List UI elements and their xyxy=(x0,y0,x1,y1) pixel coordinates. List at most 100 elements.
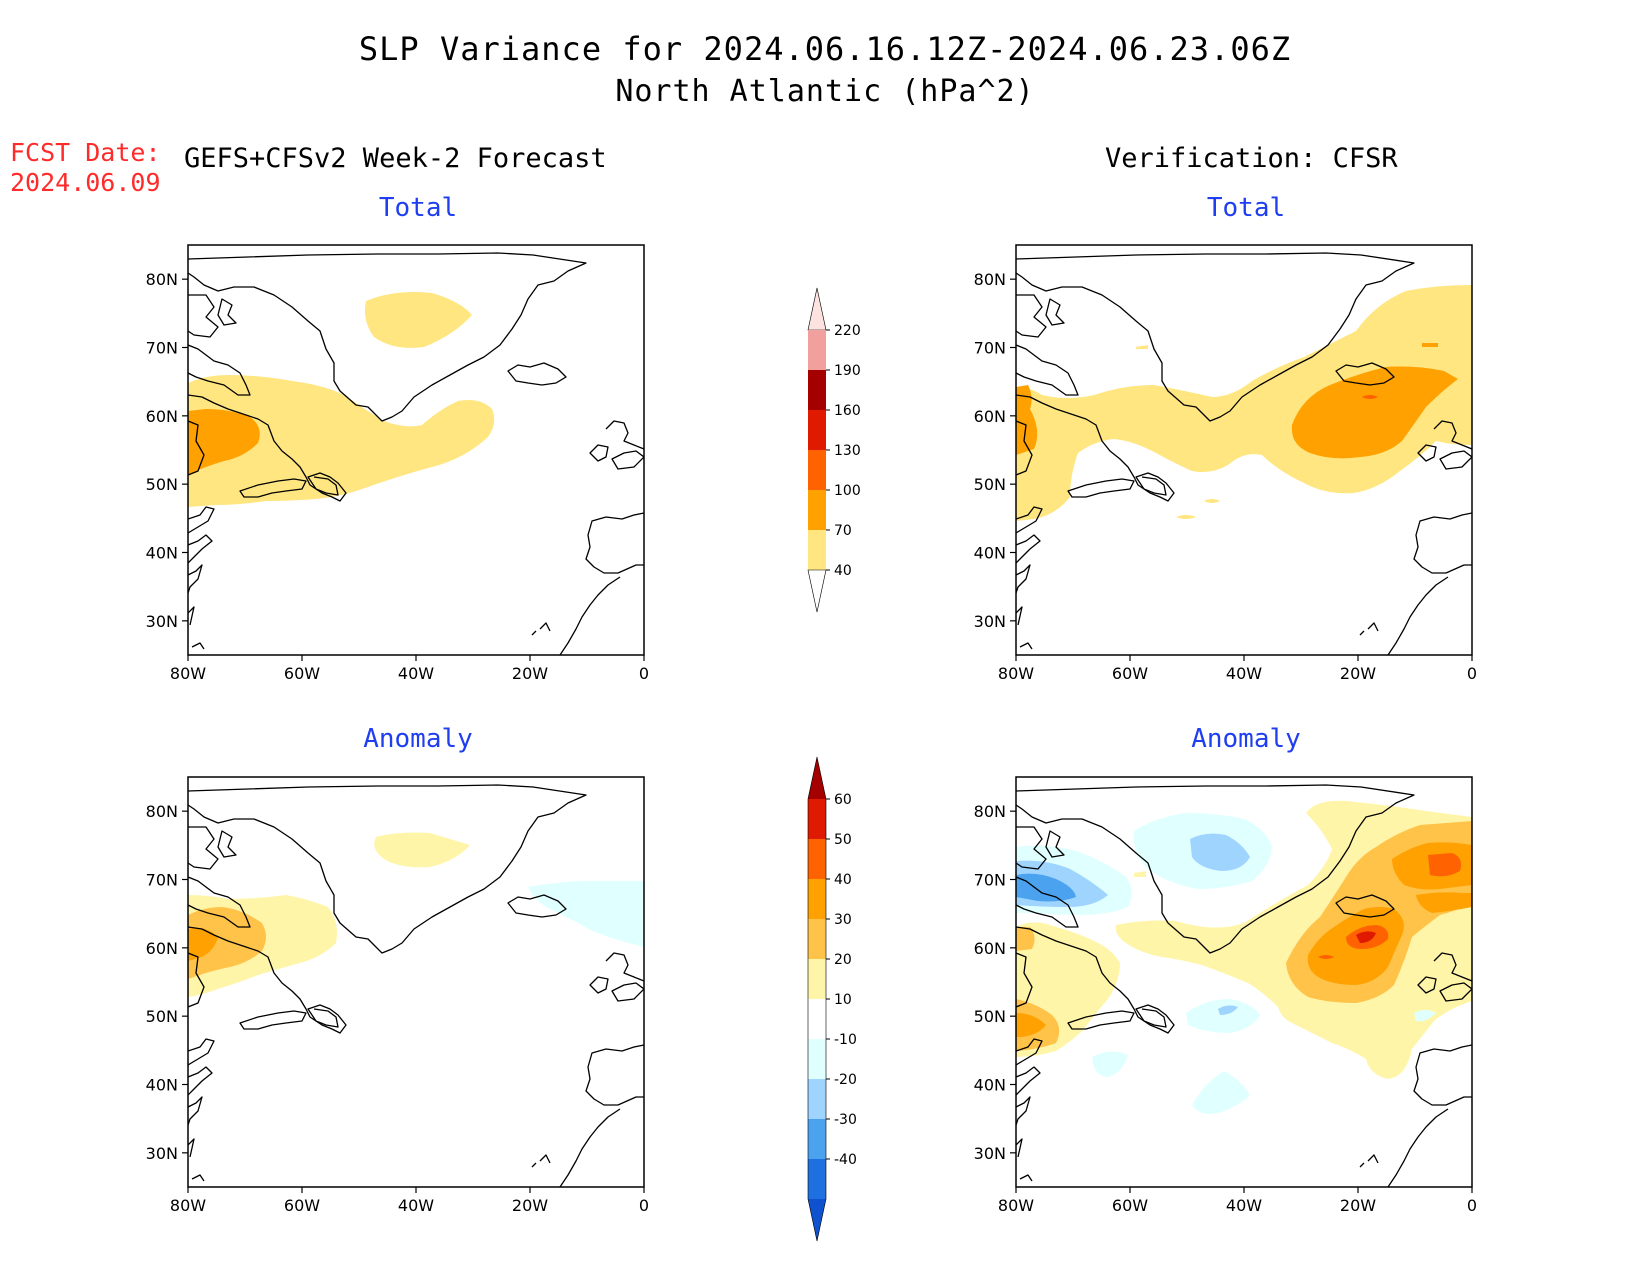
colorbar-anomaly-swatch xyxy=(808,1119,826,1159)
verification-anomaly-40-50-speck xyxy=(1318,955,1334,959)
y-tick-label: 60N xyxy=(146,407,178,426)
y-tick-label: 80N xyxy=(146,802,178,821)
forecast-total-40-70-greenland xyxy=(365,292,472,348)
colorbar-anomaly-top-triangle xyxy=(808,757,826,799)
x-tick-label: 80W xyxy=(998,1196,1034,1215)
map-forecast-total xyxy=(187,244,645,656)
x-tick-label: 40W xyxy=(1226,1196,1262,1215)
x-tick-label: 0 xyxy=(1467,1196,1477,1215)
colorbar-total-swatch xyxy=(808,370,826,410)
colorbar-total-label: 40 xyxy=(834,563,852,579)
verification-total-40-70-speck-c xyxy=(1136,345,1148,349)
figure-title: SLP Variance for 2024.06.16.12Z-2024.06.… xyxy=(358,30,1292,68)
y-tick-label: 30N xyxy=(146,612,178,631)
y-tick-label: 70N xyxy=(974,871,1006,890)
colorbar-anomaly-swatch xyxy=(808,959,826,999)
x-tick-label: 80W xyxy=(170,664,206,683)
y-tick-label: 30N xyxy=(146,1144,178,1163)
verification-anomaly-neg30-40-baffin xyxy=(1016,873,1076,902)
colorbar-total: 220 190 160 130 100 70 40 xyxy=(807,287,861,613)
colorbar-total-label: 130 xyxy=(834,443,861,459)
map-verification-total xyxy=(1015,244,1473,656)
verification-total-40-70-speck-b xyxy=(1176,515,1196,519)
forecast-anomaly-30-40-labrador xyxy=(188,928,218,961)
y-tick-label: 70N xyxy=(146,339,178,358)
colorbar-anomaly: 60 50 40 30 20 10 -10 -20 -30 -40 xyxy=(807,756,857,1242)
colorbar-anomaly-swatch xyxy=(808,1159,826,1199)
x-tick-label: 40W xyxy=(398,1196,434,1215)
verification-anomaly-40-50-northeast xyxy=(1428,853,1461,877)
colorbar-anomaly-label: 60 xyxy=(834,792,852,808)
colorbar-anomaly-swatch xyxy=(808,799,826,839)
x-tick-label: 0 xyxy=(639,1196,649,1215)
colorbar-anomaly-label: 40 xyxy=(834,872,852,888)
x-tick-label: 20W xyxy=(512,664,548,683)
forecast-anomaly-neg10-20-east xyxy=(528,881,644,947)
map-verification-anomaly xyxy=(1015,776,1473,1188)
y-tick-label: 50N xyxy=(974,475,1006,494)
forecast-anomaly-10-20-greenland xyxy=(374,832,470,868)
y-tick-label: 40N xyxy=(146,544,178,563)
x-tick-label: 40W xyxy=(398,664,434,683)
verification-anomaly-50-60-core xyxy=(1356,931,1376,943)
colorbar-anomaly-swatch xyxy=(808,919,826,959)
colorbar-anomaly-outline xyxy=(807,756,827,1242)
colorbar-total-label: 70 xyxy=(834,523,852,539)
forecast-date-label: FCST Date: xyxy=(10,138,161,167)
colorbar-anomaly-swatch xyxy=(808,1039,826,1079)
colorbar-total-swatch xyxy=(808,530,826,570)
y-tick-label: 80N xyxy=(974,270,1006,289)
colorbar-anomaly-label: 50 xyxy=(834,832,852,848)
forecast-total-70-100-labrador xyxy=(188,409,260,475)
colorbar-anomaly-label: -10 xyxy=(834,1032,857,1048)
panel-title-verification-total: Total xyxy=(1206,193,1286,223)
x-tick-label: 20W xyxy=(512,1196,548,1215)
y-tick-label: 80N xyxy=(146,270,178,289)
x-tick-label: 40W xyxy=(1226,664,1262,683)
map-forecast-anomaly xyxy=(187,776,645,1188)
colorbar-total-label: 220 xyxy=(834,323,861,339)
x-tick-label: 0 xyxy=(639,664,649,683)
y-tick-label: 70N xyxy=(974,339,1006,358)
y-tick-label: 40N xyxy=(974,544,1006,563)
colorbar-total-swatch xyxy=(808,410,826,450)
y-tick-label: 80N xyxy=(974,802,1006,821)
verification-anomaly-neg10-20-south xyxy=(1192,1071,1250,1114)
verification-anomaly-30-40-west xyxy=(1016,1013,1046,1037)
x-tick-label: 60W xyxy=(1112,664,1148,683)
x-tick-label: 20W xyxy=(1340,664,1376,683)
verification-total-70-100-east xyxy=(1291,366,1458,459)
forecast-total-40-70-labrador-sea xyxy=(188,375,495,507)
verification-anomaly-neg10-20-mid xyxy=(1186,999,1260,1033)
colorbar-anomaly-label: 10 xyxy=(834,992,852,1008)
colorbar-total-label: 100 xyxy=(834,483,861,499)
panel-title-forecast-total: Total xyxy=(378,193,458,223)
y-tick-label: 60N xyxy=(974,939,1006,958)
verification-total-100-130-core xyxy=(1362,395,1378,399)
axis-ticks: 80W 60W 40W 20W 0 80N 70N 60N 50N 40N 30N 80W 60W 40W… xyxy=(146,270,1477,1215)
colorbar-total-swatch xyxy=(808,330,826,370)
forecast-column-heading: GEFS+CFSv2 Week-2 Forecast xyxy=(184,143,607,174)
colorbar-total-label: 160 xyxy=(834,403,861,419)
verification-anomaly-20-30-west-north xyxy=(1016,927,1035,951)
panel-title-verification-anomaly: Anomaly xyxy=(1191,724,1301,754)
colorbar-anomaly-swatch xyxy=(808,839,826,879)
verification-total-40-70-band xyxy=(1016,285,1472,521)
verification-total-70-100-west xyxy=(1016,385,1038,455)
colorbar-total-swatch xyxy=(808,450,826,490)
y-tick-label: 50N xyxy=(146,475,178,494)
x-tick-label: 60W xyxy=(284,664,320,683)
verification-anomaly-10-20-greenland-speck xyxy=(1134,871,1146,877)
verification-anomaly-neg10-20-east-speck xyxy=(1414,1010,1436,1022)
y-tick-label: 40N xyxy=(146,1076,178,1095)
colorbar-total-label: 190 xyxy=(834,363,861,379)
verification-anomaly-30-40-east-mid xyxy=(1416,892,1472,913)
figure-subtitle: North Atlantic (hPa^2) xyxy=(615,74,1035,109)
y-tick-label: 40N xyxy=(974,1076,1006,1095)
y-tick-label: 60N xyxy=(146,939,178,958)
colorbar-anomaly-label: -30 xyxy=(834,1112,857,1128)
colorbar-anomaly-label: 30 xyxy=(834,912,852,928)
colorbar-anomaly-label: -20 xyxy=(834,1072,857,1088)
colorbar-anomaly-swatch xyxy=(808,999,826,1039)
